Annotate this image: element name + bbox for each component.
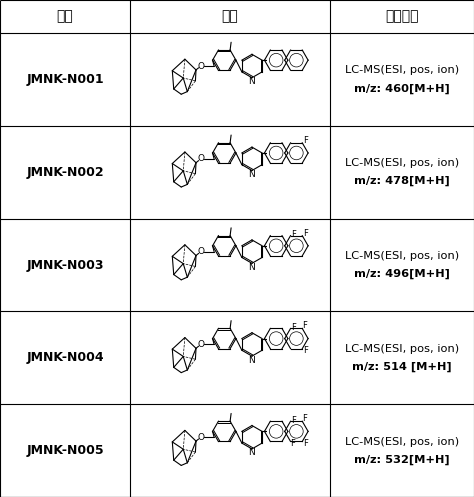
Text: m/z: 514 [M+H]: m/z: 514 [M+H]: [352, 362, 452, 372]
Text: LC-MS(ESI, pos, ion): LC-MS(ESI, pos, ion): [345, 436, 459, 447]
Text: N: N: [248, 77, 255, 86]
Text: F: F: [291, 230, 296, 239]
Text: O: O: [198, 154, 205, 164]
Text: m/z: 532[M+H]: m/z: 532[M+H]: [354, 454, 450, 465]
Text: LC-MS(ESI, pos, ion): LC-MS(ESI, pos, ion): [345, 66, 459, 76]
Text: O: O: [198, 62, 205, 71]
Text: N: N: [248, 170, 255, 179]
Text: 编号: 编号: [56, 9, 73, 23]
Text: N: N: [248, 356, 255, 365]
Text: F: F: [302, 414, 307, 423]
Text: O: O: [198, 247, 205, 256]
Text: 结构: 结构: [221, 9, 238, 23]
Text: F: F: [292, 416, 297, 425]
Text: JMNK-N004: JMNK-N004: [26, 351, 104, 364]
Text: O: O: [198, 433, 205, 442]
Text: JMNK-N003: JMNK-N003: [26, 258, 104, 271]
Text: 结构数据: 结构数据: [385, 9, 419, 23]
Text: F: F: [303, 136, 308, 145]
Text: F: F: [292, 323, 297, 332]
Text: LC-MS(ESI, pos, ion): LC-MS(ESI, pos, ion): [345, 158, 459, 168]
Text: m/z: 460[M+H]: m/z: 460[M+H]: [354, 83, 450, 93]
Text: F: F: [302, 322, 307, 331]
Text: JMNK-N002: JMNK-N002: [26, 166, 104, 179]
Text: O: O: [198, 340, 205, 349]
Text: F: F: [303, 229, 308, 238]
Text: LC-MS(ESI, pos, ion): LC-MS(ESI, pos, ion): [345, 344, 459, 354]
Text: JMNK-N001: JMNK-N001: [26, 73, 104, 86]
Text: m/z: 496[M+H]: m/z: 496[M+H]: [354, 269, 450, 279]
Text: F: F: [303, 439, 308, 448]
Text: LC-MS(ESI, pos, ion): LC-MS(ESI, pos, ion): [345, 251, 459, 261]
Text: F: F: [303, 346, 308, 355]
Text: N: N: [248, 448, 255, 457]
Text: N: N: [248, 263, 255, 272]
Text: JMNK-N005: JMNK-N005: [26, 444, 104, 457]
Text: F: F: [291, 439, 295, 448]
Text: m/z: 478[M+H]: m/z: 478[M+H]: [354, 176, 450, 186]
